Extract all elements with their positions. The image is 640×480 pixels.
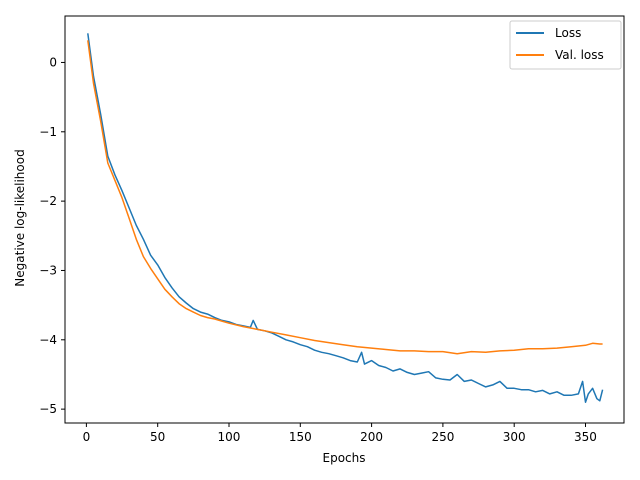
- x-tick-label: 100: [218, 430, 241, 444]
- legend-label-loss: Loss: [555, 26, 581, 40]
- legend-label-val-loss: Val. loss: [555, 48, 604, 62]
- y-tick-label: −2: [39, 194, 57, 208]
- axes-frame: [64, 15, 625, 424]
- x-tick-label: 50: [150, 430, 165, 444]
- y-tick-label: −5: [39, 402, 57, 416]
- y-axis-label: Negative log-likelihood: [13, 149, 27, 286]
- series-line-val-loss: [87, 40, 603, 355]
- x-tick-label: 350: [574, 430, 597, 444]
- y-tick-label: −3: [39, 263, 57, 277]
- x-tick-label: 150: [289, 430, 312, 444]
- legend: Loss Val. loss: [509, 20, 622, 70]
- y-tick-label: −4: [39, 333, 57, 347]
- x-axis-label: Epochs: [323, 451, 366, 465]
- x-tick-label: 0: [83, 430, 91, 444]
- axes-layer: 0 50 100 150 200 250 300 350 0 −1 −2 −3 −4 −5: [39, 15, 625, 444]
- y-tick-label: −1: [39, 125, 57, 139]
- x-tick-label: 250: [431, 430, 454, 444]
- y-tick-label: 0: [49, 55, 57, 69]
- series-line-loss: [87, 33, 604, 403]
- x-tick-label: 200: [360, 430, 383, 444]
- series-layer: [87, 33, 604, 403]
- x-tick-label: 300: [503, 430, 526, 444]
